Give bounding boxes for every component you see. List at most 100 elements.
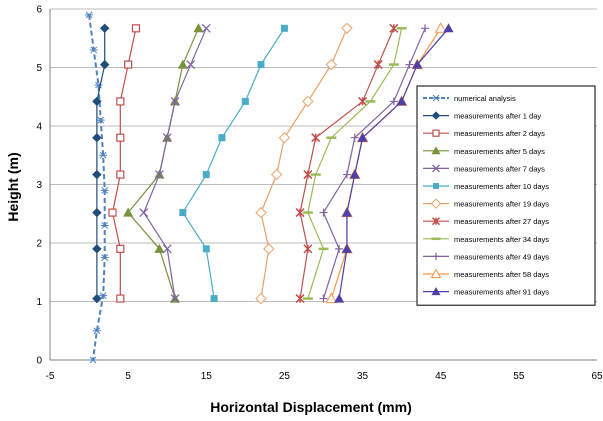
legend-label: measurements after 10 days	[454, 182, 549, 191]
series	[319, 24, 430, 303]
data-point	[202, 171, 210, 179]
legend-item: measurements after 27 days	[423, 217, 549, 226]
data-point	[100, 222, 109, 229]
data-point	[431, 217, 441, 226]
data-point	[89, 46, 98, 54]
x-tick-label: 5	[125, 371, 131, 382]
data-point	[193, 23, 204, 33]
legend-label: measurements after 49 days	[454, 252, 549, 261]
data-point	[341, 243, 352, 253]
data-point	[431, 146, 441, 155]
legend-label: measurements after 2 days	[454, 129, 545, 138]
data-point	[186, 60, 196, 70]
data-point	[432, 129, 440, 137]
data-point	[131, 24, 141, 33]
legend-label: measurements after 58 days	[454, 270, 549, 279]
data-point	[357, 132, 368, 142]
data-point	[99, 151, 108, 159]
data-point	[334, 293, 345, 303]
data-point	[350, 133, 359, 142]
y-tick-labels: 0 1 2 3 4 5 6	[36, 5, 42, 367]
legend-item: measurements after 19 days	[423, 198, 549, 209]
data-point	[341, 207, 352, 217]
legend-label: measurements after 19 days	[454, 200, 549, 209]
data-point	[358, 96, 368, 106]
data-point	[162, 133, 172, 143]
legend-item: measurements after 58 days	[423, 268, 549, 279]
data-point	[405, 60, 414, 69]
series-line	[260, 28, 348, 299]
data-point	[116, 133, 125, 142]
legend-item: measurements after 7 days	[423, 164, 545, 173]
data-point	[92, 169, 102, 180]
y-axis-title: Height (m)	[5, 152, 21, 221]
data-point	[92, 132, 102, 143]
data-point	[431, 287, 441, 296]
legend-item: numerical analysis	[423, 94, 516, 103]
legend-item: measurements after 91 days	[423, 287, 549, 297]
data-point	[139, 208, 149, 218]
y-tick-label: 1	[36, 297, 42, 308]
data-point	[389, 97, 398, 106]
data-point	[92, 293, 102, 304]
x-tick-label: -5	[46, 371, 55, 382]
data-point	[92, 244, 102, 254]
data-point	[412, 59, 423, 69]
legend-label: measurements after 27 days	[454, 217, 549, 226]
data-point	[154, 243, 165, 253]
series	[139, 23, 211, 304]
data-point	[433, 183, 439, 189]
legend-item: measurements after 49 days	[423, 252, 549, 261]
data-point	[342, 170, 351, 179]
data-point	[85, 11, 94, 19]
x-tick-labels: -5 5 15 25 35 45 55 65	[46, 371, 603, 382]
data-point	[116, 97, 125, 106]
legend-label: measurements after 1 day	[454, 112, 541, 121]
legend-label: measurements after 5 days	[454, 147, 545, 156]
data-point	[116, 244, 125, 253]
data-point	[430, 198, 442, 209]
x-tick-label: 25	[279, 371, 291, 382]
data-point	[99, 59, 110, 70]
data-point	[280, 24, 288, 32]
data-point	[421, 24, 430, 33]
x-tick-label: 35	[357, 371, 369, 382]
data-point	[99, 292, 108, 300]
data-point	[210, 295, 218, 303]
data-point	[170, 294, 180, 304]
data-point	[432, 94, 440, 102]
data-point	[341, 22, 353, 35]
y-tick-label: 6	[36, 5, 42, 16]
series	[255, 22, 353, 305]
data-point	[278, 131, 291, 144]
data-point	[319, 208, 328, 217]
data-point	[303, 170, 313, 180]
legend-item: measurements after 34 days	[423, 235, 549, 244]
series-line	[143, 28, 207, 299]
data-point	[202, 245, 210, 253]
data-point	[335, 244, 344, 253]
legend-label: measurements after 34 days	[454, 235, 549, 244]
legend-item: measurements after 1 day	[423, 111, 541, 121]
data-point	[177, 59, 188, 69]
data-point	[108, 208, 117, 217]
series	[334, 23, 454, 303]
legend-label: measurements after 91 days	[454, 288, 549, 297]
data-point	[349, 169, 360, 179]
data-point	[92, 96, 102, 107]
data-point	[116, 294, 125, 303]
legend: numerical analysis measurements after 1 d…	[416, 85, 596, 306]
data-point	[303, 244, 313, 254]
data-point	[302, 95, 314, 108]
series	[295, 23, 399, 304]
data-point	[100, 186, 109, 194]
legend-item: measurements after 2 days	[423, 129, 545, 138]
legend-label: measurements after 7 days	[454, 164, 545, 173]
series	[179, 24, 288, 303]
data-point	[257, 61, 265, 69]
data-point	[325, 292, 338, 304]
series	[108, 24, 141, 303]
data-point	[92, 207, 102, 218]
data-point	[116, 170, 125, 179]
data-point	[396, 96, 407, 106]
